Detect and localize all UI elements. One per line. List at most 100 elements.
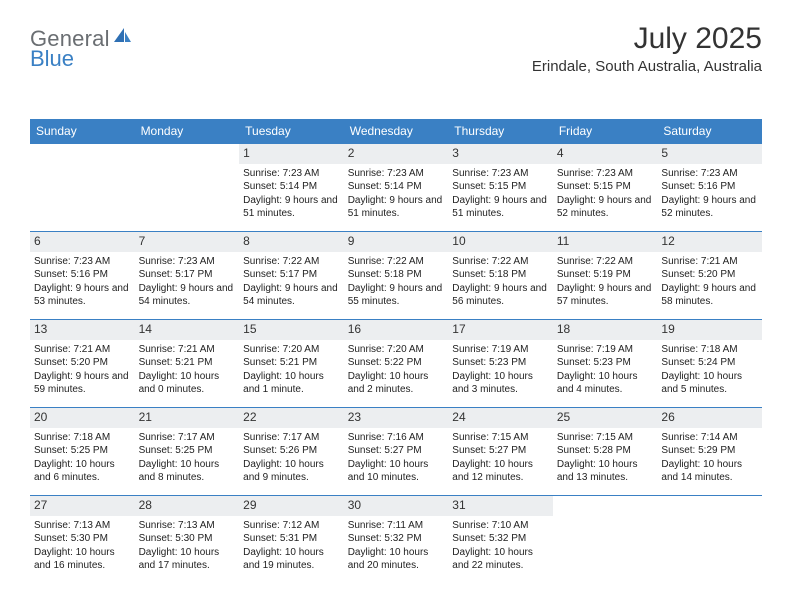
daylight-text: Daylight: 9 hours and 53 minutes.	[34, 282, 131, 309]
sunset-text: Sunset: 5:18 PM	[452, 268, 549, 281]
day-number: 11	[553, 232, 658, 252]
daylight-text: Daylight: 10 hours and 14 minutes.	[661, 458, 758, 485]
daylight-text: Daylight: 10 hours and 5 minutes.	[661, 370, 758, 397]
sunset-text: Sunset: 5:17 PM	[243, 268, 340, 281]
daylight-text: Daylight: 10 hours and 4 minutes.	[557, 370, 654, 397]
daylight-text: Daylight: 10 hours and 22 minutes.	[452, 546, 549, 573]
day-cell: 21Sunrise: 7:17 AMSunset: 5:25 PMDayligh…	[135, 407, 240, 495]
day-number: 28	[135, 496, 240, 516]
sunrise-text: Sunrise: 7:12 AM	[243, 519, 340, 532]
sunrise-text: Sunrise: 7:17 AM	[139, 431, 236, 444]
sunrise-text: Sunrise: 7:13 AM	[34, 519, 131, 532]
sunset-text: Sunset: 5:31 PM	[243, 532, 340, 545]
sunrise-text: Sunrise: 7:23 AM	[661, 167, 758, 180]
day-cell: 25Sunrise: 7:15 AMSunset: 5:28 PMDayligh…	[553, 407, 658, 495]
sunset-text: Sunset: 5:21 PM	[243, 356, 340, 369]
day-cell: 6Sunrise: 7:23 AMSunset: 5:16 PMDaylight…	[30, 231, 135, 319]
day-cell: 4Sunrise: 7:23 AMSunset: 5:15 PMDaylight…	[553, 143, 658, 231]
day-cell: 23Sunrise: 7:16 AMSunset: 5:27 PMDayligh…	[344, 407, 449, 495]
day-cell: 17Sunrise: 7:19 AMSunset: 5:23 PMDayligh…	[448, 319, 553, 407]
daylight-text: Daylight: 10 hours and 20 minutes.	[348, 546, 445, 573]
sunrise-text: Sunrise: 7:22 AM	[348, 255, 445, 268]
day-cell: 3Sunrise: 7:23 AMSunset: 5:15 PMDaylight…	[448, 143, 553, 231]
sunset-text: Sunset: 5:20 PM	[34, 356, 131, 369]
sunrise-text: Sunrise: 7:23 AM	[139, 255, 236, 268]
sunrise-text: Sunrise: 7:14 AM	[661, 431, 758, 444]
sunrise-text: Sunrise: 7:20 AM	[243, 343, 340, 356]
day-cell: 14Sunrise: 7:21 AMSunset: 5:21 PMDayligh…	[135, 319, 240, 407]
day-number: 27	[30, 496, 135, 516]
day-number: 31	[448, 496, 553, 516]
daylight-text: Daylight: 10 hours and 1 minute.	[243, 370, 340, 397]
sunset-text: Sunset: 5:32 PM	[452, 532, 549, 545]
sail-icon	[112, 24, 132, 50]
day-cell: 13Sunrise: 7:21 AMSunset: 5:20 PMDayligh…	[30, 319, 135, 407]
day-cell: 19Sunrise: 7:18 AMSunset: 5:24 PMDayligh…	[657, 319, 762, 407]
empty-cell	[657, 495, 762, 583]
day-cell: 16Sunrise: 7:20 AMSunset: 5:22 PMDayligh…	[344, 319, 449, 407]
page-header: General July 2025 Erindale, South Austra…	[30, 22, 762, 81]
calendar-grid: SundayMondayTuesdayWednesdayThursdayFrid…	[30, 119, 762, 583]
sunrise-text: Sunrise: 7:22 AM	[452, 255, 549, 268]
day-cell: 27 Sunrise: 7:13 AMSunset: 5:30 PMDayligh…	[30, 495, 135, 583]
sunrise-text: Sunrise: 7:21 AM	[34, 343, 131, 356]
sunrise-text: Sunrise: 7:21 AM	[139, 343, 236, 356]
day-number: 6	[30, 232, 135, 252]
day-number: 18	[553, 320, 658, 340]
day-number: 24	[448, 408, 553, 428]
day-number: 9	[344, 232, 449, 252]
day-cell: 1Sunrise: 7:23 AMSunset: 5:14 PMDaylight…	[239, 143, 344, 231]
day-header: Saturday	[657, 119, 762, 143]
daylight-text: Daylight: 9 hours and 51 minutes.	[243, 194, 340, 221]
sunset-text: Sunset: 5:15 PM	[452, 180, 549, 193]
day-number: 25	[553, 408, 658, 428]
sunset-text: Sunset: 5:25 PM	[34, 444, 131, 457]
day-number: 30	[344, 496, 449, 516]
daylight-text: Daylight: 9 hours and 52 minutes.	[557, 194, 654, 221]
empty-cell	[135, 143, 240, 231]
day-number: 4	[553, 144, 658, 164]
day-cell: 8Sunrise: 7:22 AMSunset: 5:17 PMDaylight…	[239, 231, 344, 319]
daylight-text: Daylight: 10 hours and 12 minutes.	[452, 458, 549, 485]
daylight-text: Daylight: 10 hours and 17 minutes.	[139, 546, 236, 573]
daylight-text: Daylight: 9 hours and 55 minutes.	[348, 282, 445, 309]
sunset-text: Sunset: 5:29 PM	[661, 444, 758, 457]
sunset-text: Sunset: 5:27 PM	[348, 444, 445, 457]
day-header: Tuesday	[239, 119, 344, 143]
sunrise-text: Sunrise: 7:11 AM	[348, 519, 445, 532]
sunset-text: Sunset: 5:30 PM	[34, 532, 131, 545]
sunset-text: Sunset: 5:23 PM	[452, 356, 549, 369]
sunset-text: Sunset: 5:30 PM	[139, 532, 236, 545]
day-number: 16	[344, 320, 449, 340]
day-number: 19	[657, 320, 762, 340]
sunset-text: Sunset: 5:24 PM	[661, 356, 758, 369]
daylight-text: Daylight: 10 hours and 10 minutes.	[348, 458, 445, 485]
daylight-text: Daylight: 10 hours and 9 minutes.	[243, 458, 340, 485]
daylight-text: Daylight: 10 hours and 19 minutes.	[243, 546, 340, 573]
day-cell: 22Sunrise: 7:17 AMSunset: 5:26 PMDayligh…	[239, 407, 344, 495]
sunset-text: Sunset: 5:17 PM	[139, 268, 236, 281]
sunrise-text: Sunrise: 7:22 AM	[243, 255, 340, 268]
sunrise-text: Sunrise: 7:19 AM	[452, 343, 549, 356]
sunrise-text: Sunrise: 7:23 AM	[243, 167, 340, 180]
sunset-text: Sunset: 5:18 PM	[348, 268, 445, 281]
sunrise-text: Sunrise: 7:23 AM	[452, 167, 549, 180]
sunset-text: Sunset: 5:22 PM	[348, 356, 445, 369]
day-number: 17	[448, 320, 553, 340]
sunrise-text: Sunrise: 7:15 AM	[452, 431, 549, 444]
day-cell: 11Sunrise: 7:22 AMSunset: 5:19 PMDayligh…	[553, 231, 658, 319]
daylight-text: Daylight: 10 hours and 16 minutes.	[34, 546, 131, 573]
day-number: 8	[239, 232, 344, 252]
sunrise-text: Sunrise: 7:23 AM	[557, 167, 654, 180]
day-number: 3	[448, 144, 553, 164]
daylight-text: Daylight: 10 hours and 2 minutes.	[348, 370, 445, 397]
day-number: 29	[239, 496, 344, 516]
daylight-text: Daylight: 9 hours and 58 minutes.	[661, 282, 758, 309]
sunrise-text: Sunrise: 7:23 AM	[348, 167, 445, 180]
brand-part2: Blue	[30, 46, 74, 71]
day-number: 21	[135, 408, 240, 428]
title-block: July 2025 Erindale, South Australia, Aus…	[532, 22, 762, 81]
daylight-text: Daylight: 10 hours and 13 minutes.	[557, 458, 654, 485]
day-cell: 9 Sunrise: 7:22 AMSunset: 5:18 PMDaylight…	[344, 231, 449, 319]
month-title: July 2025	[532, 22, 762, 56]
